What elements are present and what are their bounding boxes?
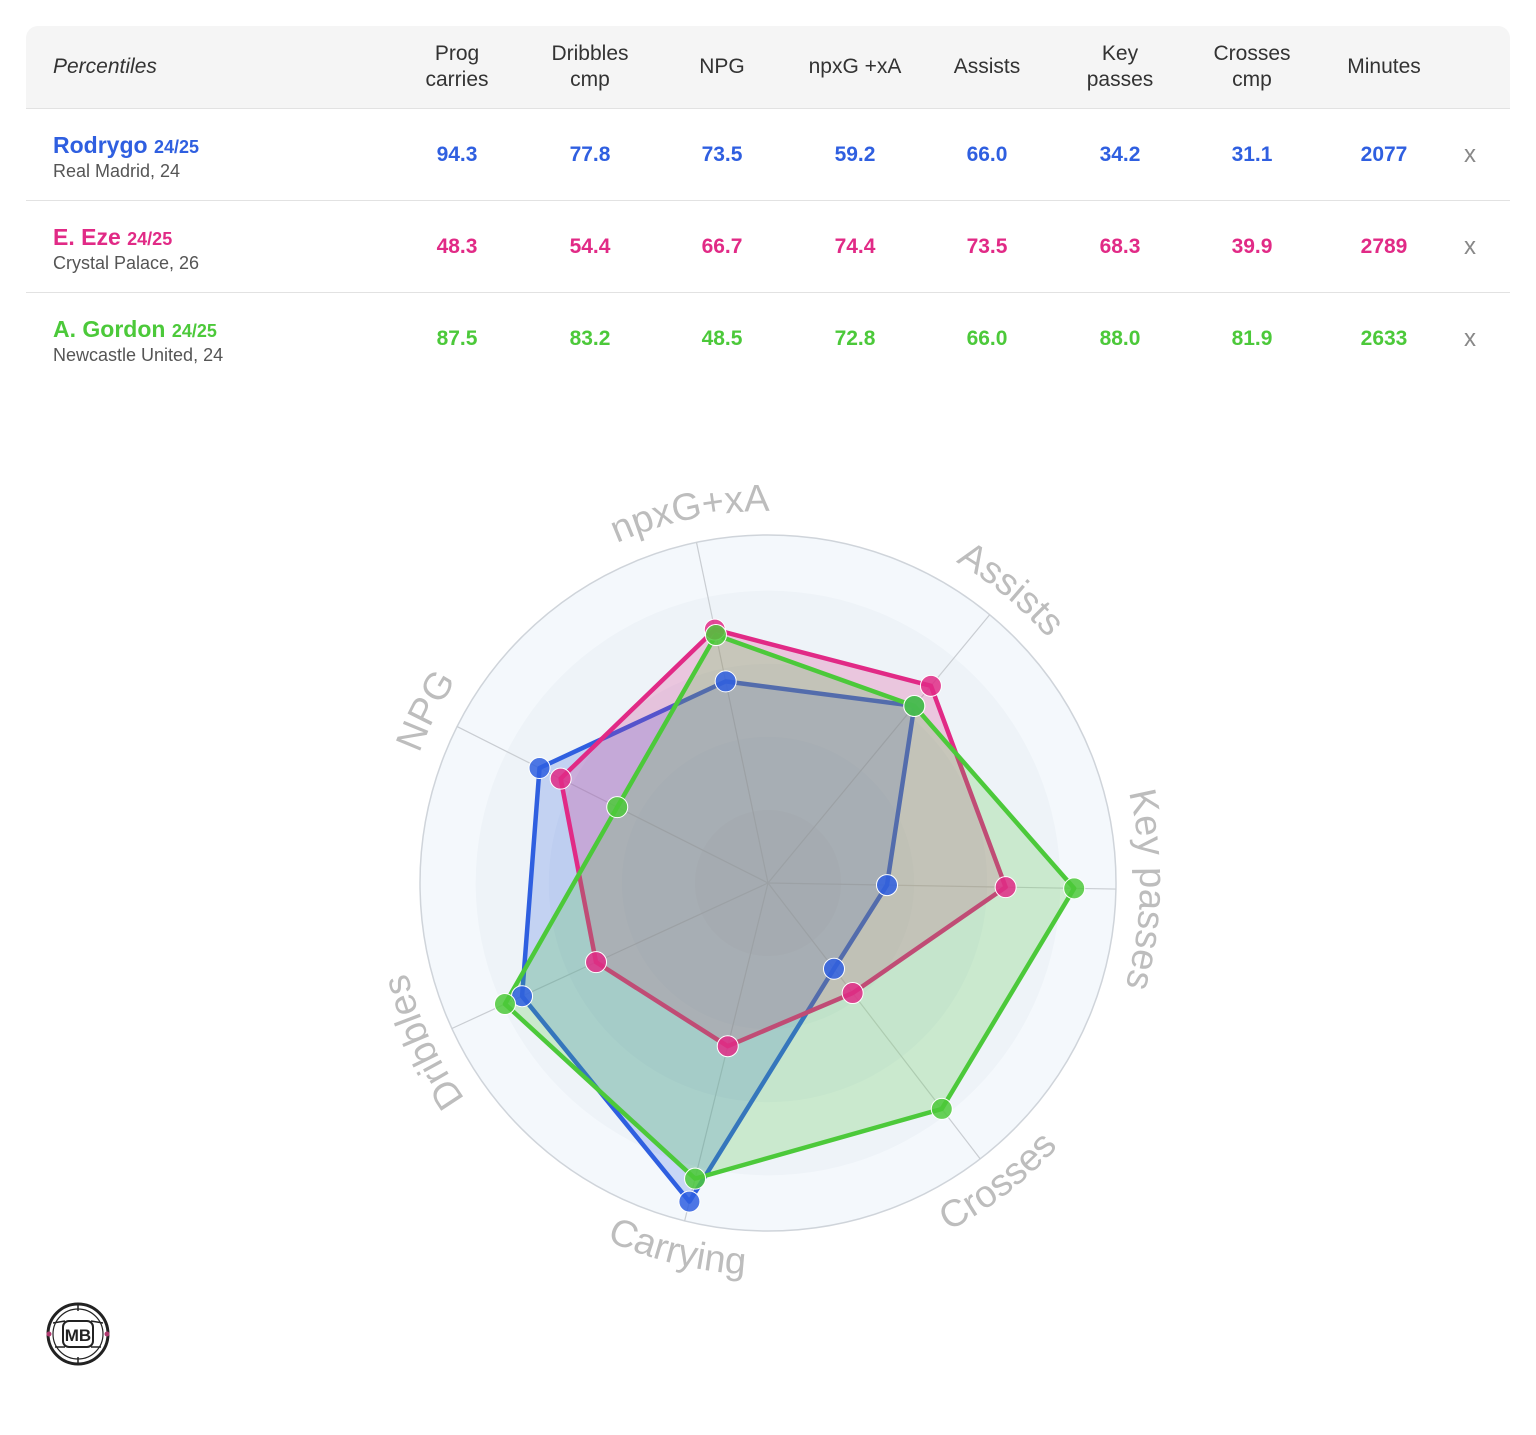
player-eze: E. Eze 24/25 Crystal Palace, 26	[53, 224, 199, 273]
data-point	[841, 982, 864, 1005]
data-point	[606, 796, 629, 819]
value-prog-carries: 87.5	[436, 326, 478, 350]
remove-player-button[interactable]: x	[1464, 140, 1476, 168]
player-info: Crystal Palace, 26	[53, 253, 200, 273]
mb-logo: MB	[46, 1302, 110, 1366]
value-npxg-xa: 72.8	[834, 326, 876, 350]
value-dribbles-cmp: 77.8	[569, 142, 611, 166]
logo-text: MB	[65, 1326, 91, 1345]
radar-outer-ring	[419, 534, 1117, 1232]
axis-label: Key passes	[1117, 785, 1173, 995]
radar-spoke	[767, 614, 991, 884]
axis-label-text: Key passes	[1117, 785, 1173, 995]
value-minutes: 2633	[1360, 326, 1408, 350]
value-dribbles-cmp: 54.4	[569, 234, 611, 258]
table-row-rodrygo: Rodrygo 24/25 Real Madrid, 24 94.3 77.8 …	[26, 109, 1510, 201]
remove-player-button[interactable]: x	[1464, 324, 1476, 352]
series-polygon	[558, 627, 1008, 1049]
value-crosses-cmp: 81.9	[1231, 326, 1273, 350]
radar-spoke	[767, 882, 1116, 890]
value-npg: 73.5	[701, 142, 743, 166]
header-minutes: Minutes	[1347, 55, 1421, 78]
data-point	[528, 757, 551, 780]
value-key-passes: 88.0	[1099, 326, 1141, 350]
player-info: Real Madrid, 24	[53, 161, 181, 181]
value-key-passes: 34.2	[1099, 142, 1141, 166]
header-crosses-cmp: Crosses cmp	[1213, 42, 1291, 91]
player-season: 24/25	[153, 137, 199, 157]
data-point	[678, 1190, 701, 1213]
player-name[interactable]: A. Gordon	[53, 316, 166, 342]
data-point	[930, 1097, 953, 1120]
data-point	[919, 674, 942, 697]
value-minutes: 2077	[1360, 142, 1408, 166]
data-point	[716, 1035, 739, 1058]
value-dribbles-cmp: 83.2	[569, 326, 611, 350]
player-name[interactable]: E. Eze	[53, 224, 121, 250]
value-assists: 66.0	[966, 142, 1008, 166]
data-point	[684, 1167, 707, 1190]
value-crosses-cmp: 39.9	[1231, 234, 1273, 258]
value-key-passes: 68.3	[1099, 234, 1141, 258]
data-point	[585, 951, 608, 974]
data-point	[714, 670, 737, 693]
header-key-passes: Key passes	[1086, 42, 1154, 91]
header-npxg-xa: npxG +xA	[808, 55, 902, 78]
header-percentiles: Percentiles	[53, 55, 157, 78]
player-season: 24/25	[171, 321, 217, 341]
data-point	[493, 993, 516, 1016]
header-assists: Assists	[953, 55, 1021, 78]
data-point	[994, 876, 1017, 899]
value-npxg-xa: 59.2	[834, 142, 876, 166]
player-gordon: A. Gordon 24/25 Newcastle United, 24	[53, 316, 223, 365]
value-prog-carries: 48.3	[436, 234, 478, 258]
player-info: Newcastle United, 24	[53, 345, 224, 365]
value-npg: 48.5	[701, 326, 743, 350]
data-point	[875, 874, 898, 897]
value-npxg-xa: 74.4	[834, 234, 876, 258]
header-prog-carries: Prog carries	[425, 42, 489, 91]
value-prog-carries: 94.3	[436, 142, 478, 166]
data-point	[704, 624, 727, 647]
series-polygon	[502, 632, 1077, 1181]
table-row-eze: E. Eze 24/25 Crystal Palace, 26 48.3 54.…	[26, 201, 1510, 293]
player-season: 24/25	[127, 229, 173, 249]
data-point	[549, 767, 572, 790]
radar-spoke	[695, 542, 769, 884]
header-dribbles-cmp: Dribbles cmp	[551, 42, 629, 91]
data-point	[903, 694, 926, 717]
data-point	[822, 957, 845, 980]
percentiles-table: Percentiles Prog carries Dribbles cmp NPG …	[26, 26, 1510, 384]
value-assists: 66.0	[966, 326, 1008, 350]
player-rodrygo: Rodrygo 24/25 Real Madrid, 24	[53, 132, 199, 181]
remove-player-button[interactable]: x	[1464, 232, 1476, 260]
header-npg: NPG	[699, 55, 745, 78]
table-row-gordon: A. Gordon 24/25 Newcastle United, 24 87.…	[26, 293, 1510, 384]
value-crosses-cmp: 31.1	[1231, 142, 1273, 166]
value-minutes: 2789	[1360, 234, 1408, 258]
value-assists: 73.5	[966, 234, 1008, 258]
table-header: Percentiles Prog carries Dribbles cmp NPG …	[26, 26, 1510, 109]
data-point	[1063, 877, 1086, 900]
player-name[interactable]: Rodrygo	[53, 132, 148, 158]
value-npg: 66.7	[701, 234, 743, 258]
